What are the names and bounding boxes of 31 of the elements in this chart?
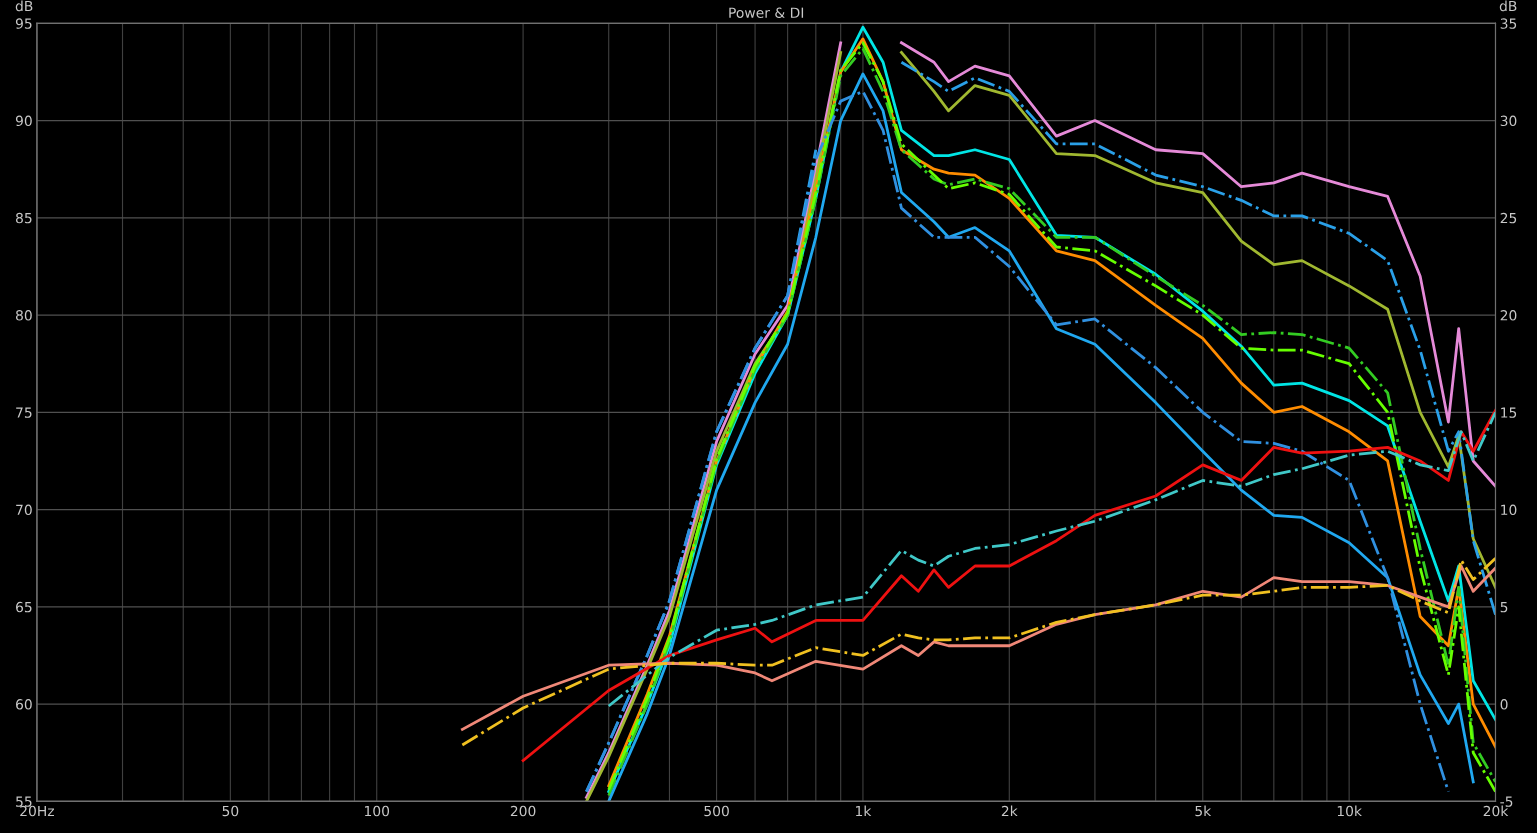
x-tick-label: 50: [222, 805, 239, 817]
y2-tick-label: 25: [1500, 212, 1517, 224]
x-tick-label: 20Hz: [20, 805, 54, 817]
x-tick-label: 200: [510, 805, 536, 817]
y2-tick-label: -5: [1500, 796, 1513, 807]
y-tick-label: 55: [16, 796, 32, 807]
x-tick-label: 100: [365, 805, 390, 817]
y-tick-label: 65: [16, 601, 32, 613]
y2-tick-label: 10: [1501, 504, 1517, 516]
y2-tick-label: 0: [1500, 699, 1508, 710]
x-tick-label: 500: [704, 805, 729, 817]
x-tick-label: 20k: [1483, 805, 1509, 817]
y2-tick-label: 5: [1500, 601, 1508, 613]
y-tick-label: 75: [16, 407, 32, 418]
y2-tick-label: 20: [1500, 310, 1517, 321]
y2-tick-label: 30: [1500, 115, 1517, 127]
y-tick-label: 90: [15, 115, 32, 127]
x-tick-label: 2k: [1001, 805, 1018, 817]
chart-title: Power & DI: [729, 7, 804, 18]
x-tick-label: 5k: [1195, 805, 1212, 817]
y2-tick-label: 15: [1501, 407, 1517, 418]
y-tick-label: 80: [15, 310, 32, 321]
y2-axis-title: dB: [1499, 0, 1517, 12]
x-tick-label: 1k: [856, 805, 872, 817]
x-tick-label: 10k: [1337, 805, 1362, 817]
y2-tick-label: 35: [1500, 18, 1517, 29]
y-tick-label: 85: [15, 212, 32, 224]
y-tick-label: 70: [16, 504, 32, 516]
y-tick-label: 60: [16, 699, 32, 710]
y-tick-label: 95: [15, 18, 32, 29]
y-axis-title: dB: [15, 0, 33, 12]
